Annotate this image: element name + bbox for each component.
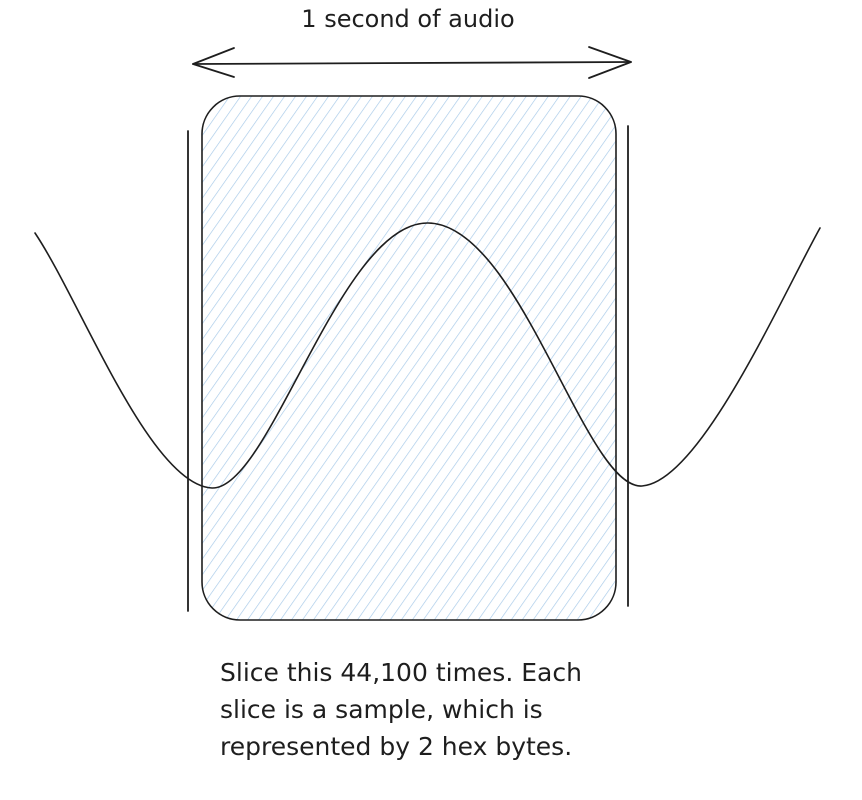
- caption-line: Slice this 44,100 times. Each: [220, 658, 582, 687]
- duration-arrow: [192, 46, 632, 79]
- caption-line: slice is a sample, which is: [220, 695, 543, 724]
- box-hatch-fill: [202, 96, 616, 620]
- arrow-head-left: [192, 47, 235, 78]
- duration-label: 1 second of audio: [301, 5, 514, 33]
- box-outline: [201, 95, 617, 621]
- audio-waveform: [34, 222, 821, 489]
- caption: Slice this 44,100 times. Each slice is a…: [220, 654, 640, 765]
- caption-line: represented by 2 hex bytes.: [220, 732, 573, 761]
- arrow-head-right: [588, 46, 632, 79]
- one-second-box: [201, 95, 617, 621]
- arrow-shaft: [192, 61, 632, 65]
